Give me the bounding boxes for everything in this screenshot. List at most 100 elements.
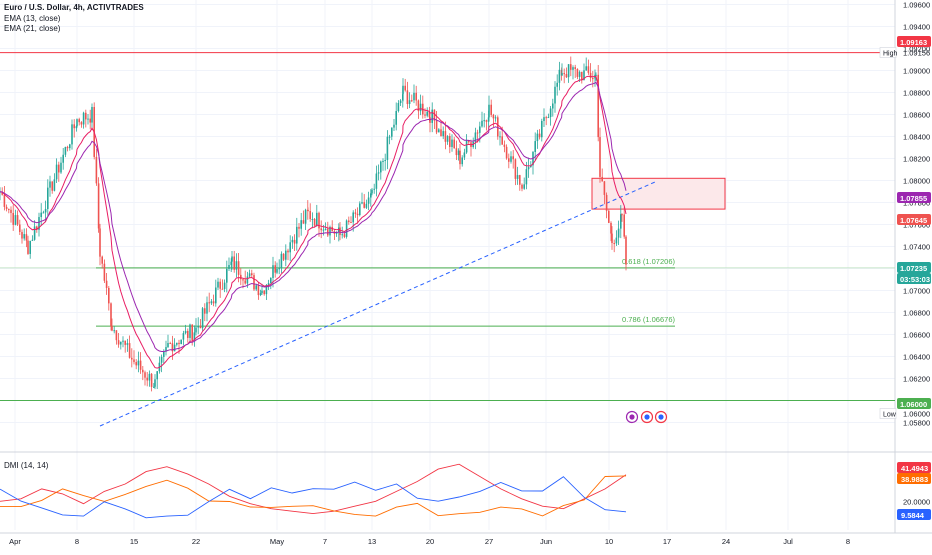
candle-body bbox=[483, 120, 485, 122]
price-tick-label: 1.08600 bbox=[903, 111, 930, 120]
candle-body bbox=[25, 234, 28, 241]
candle-body bbox=[246, 276, 249, 284]
resistance-price-tag-text: 1.09163 bbox=[900, 38, 927, 47]
candle-body bbox=[160, 356, 163, 363]
candle-body bbox=[230, 261, 232, 266]
candle-body bbox=[267, 283, 270, 285]
candle-body bbox=[206, 302, 208, 314]
candle-body bbox=[343, 234, 346, 237]
dmi-value-tag-text: 9.5844 bbox=[901, 511, 925, 520]
candle-body bbox=[318, 212, 320, 229]
candle-body bbox=[210, 301, 213, 304]
candle-body bbox=[359, 203, 361, 216]
candle-body bbox=[433, 109, 436, 121]
time-tick-label: 22 bbox=[192, 537, 200, 546]
candle-body bbox=[444, 131, 447, 142]
dmi-legend[interactable]: DMI (14, 14) bbox=[4, 461, 49, 470]
candle-body bbox=[195, 327, 197, 333]
candle-body bbox=[481, 120, 483, 127]
candle-body bbox=[201, 308, 204, 329]
candle-body bbox=[442, 131, 444, 137]
candle-body bbox=[131, 357, 133, 360]
candle-body bbox=[561, 73, 563, 76]
supply-zone[interactable] bbox=[591, 177, 726, 210]
candle-body bbox=[29, 240, 31, 254]
candle-body bbox=[97, 183, 100, 229]
price-tick-label: 1.09000 bbox=[903, 67, 930, 76]
candle-body bbox=[345, 220, 348, 237]
adx-line[interactable] bbox=[0, 463, 627, 515]
candle-body bbox=[16, 215, 19, 225]
candle-body bbox=[44, 208, 47, 213]
candle-body bbox=[459, 150, 461, 165]
candle-body bbox=[621, 214, 623, 216]
candle-body bbox=[572, 67, 574, 70]
candle-body bbox=[171, 343, 174, 352]
candle-body bbox=[126, 343, 129, 345]
candle-body bbox=[217, 281, 219, 288]
ema21-line[interactable] bbox=[0, 81, 627, 352]
candle-body bbox=[215, 287, 217, 304]
candle-body bbox=[64, 146, 67, 155]
candle-body bbox=[263, 290, 265, 295]
candle-body bbox=[516, 175, 519, 179]
candle-body bbox=[169, 343, 171, 345]
di-plus-line[interactable] bbox=[0, 476, 627, 519]
candle-body bbox=[176, 342, 178, 345]
candle-body bbox=[47, 187, 49, 209]
candle-body bbox=[76, 119, 78, 127]
ema13-line[interactable] bbox=[0, 75, 627, 369]
candle-body bbox=[51, 181, 53, 191]
time-tick-label: 24 bbox=[722, 537, 730, 546]
event-icon-dot bbox=[629, 414, 635, 420]
last-price-tag-text: 1.07235 bbox=[900, 264, 927, 273]
ema21-legend[interactable]: EMA (21, close) bbox=[4, 24, 61, 33]
candle-body bbox=[463, 152, 466, 158]
candle-body bbox=[554, 86, 556, 104]
candle-body bbox=[36, 226, 38, 230]
candle-body bbox=[479, 126, 481, 133]
candle-body bbox=[153, 386, 155, 388]
candle-body bbox=[300, 220, 302, 229]
candle-body bbox=[587, 66, 590, 73]
candle-body bbox=[49, 181, 51, 188]
candle-body bbox=[538, 133, 541, 138]
candle-body bbox=[259, 293, 262, 296]
candle-body bbox=[384, 159, 386, 161]
candle-body bbox=[287, 250, 289, 253]
candle-body bbox=[492, 114, 495, 119]
candle-body bbox=[180, 339, 182, 345]
candle-body bbox=[371, 189, 373, 194]
candle-body bbox=[424, 114, 426, 116]
candle-body bbox=[348, 220, 350, 223]
candle-body bbox=[69, 144, 71, 149]
candle-body bbox=[42, 212, 45, 214]
candle-body bbox=[474, 132, 477, 142]
price-tick-label: 1.09200 bbox=[903, 45, 930, 54]
candle-body bbox=[1, 191, 3, 195]
candle-body bbox=[402, 85, 404, 95]
candle-body bbox=[289, 242, 291, 253]
candle-body bbox=[66, 146, 69, 149]
candle-body bbox=[399, 100, 402, 104]
candle-body bbox=[503, 144, 506, 147]
candle-body bbox=[296, 226, 298, 244]
time-tick-label: 17 bbox=[663, 537, 671, 546]
candle-body bbox=[60, 162, 62, 173]
candle-body bbox=[75, 126, 78, 129]
ema21-price-tag-text: 1.07855 bbox=[900, 194, 927, 203]
candle-body bbox=[280, 253, 283, 269]
candle-body bbox=[457, 150, 460, 156]
candle-body bbox=[208, 302, 210, 304]
candle-body bbox=[578, 71, 581, 77]
candle-body bbox=[165, 347, 167, 352]
candle-body bbox=[455, 148, 458, 156]
candle-body bbox=[115, 330, 118, 341]
ema13-legend[interactable]: EMA (13, close) bbox=[4, 14, 61, 23]
candle-body bbox=[611, 233, 613, 244]
candle-body bbox=[608, 210, 610, 223]
candle-body bbox=[356, 213, 359, 216]
candle-body bbox=[221, 288, 224, 290]
trendline[interactable] bbox=[99, 181, 656, 427]
